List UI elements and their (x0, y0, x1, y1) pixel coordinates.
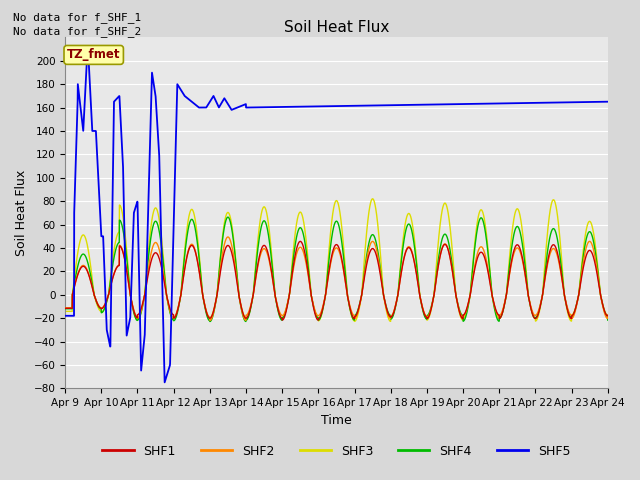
Y-axis label: Soil Heat Flux: Soil Heat Flux (15, 170, 28, 256)
Text: No data for f_SHF_1: No data for f_SHF_1 (13, 12, 141, 23)
Title: Soil Heat Flux: Soil Heat Flux (284, 20, 389, 35)
X-axis label: Time: Time (321, 414, 352, 427)
Legend: SHF1, SHF2, SHF3, SHF4, SHF5: SHF1, SHF2, SHF3, SHF4, SHF5 (97, 440, 575, 463)
Text: TZ_fmet: TZ_fmet (67, 48, 120, 61)
Text: No data for f_SHF_2: No data for f_SHF_2 (13, 26, 141, 37)
